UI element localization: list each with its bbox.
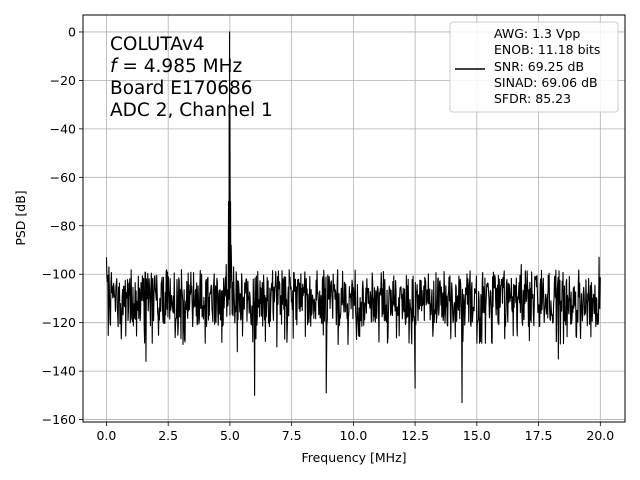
legend-line-awg: AWG: 1.3 Vpp bbox=[494, 26, 580, 41]
x-tick-label: 2.5 bbox=[158, 428, 178, 443]
psd-series-line bbox=[105, 31, 601, 404]
y-tick-label: −140 bbox=[42, 364, 76, 379]
annotation-board: Board E170686 bbox=[110, 78, 253, 99]
legend: AWG: 1.3 Vpp ENOB: 11.18 bits SNR: 69.25… bbox=[449, 21, 619, 113]
x-tick-label: 5.0 bbox=[220, 428, 240, 443]
y-tick-label: −40 bbox=[50, 121, 76, 136]
x-tick-label: 10.0 bbox=[339, 428, 367, 443]
x-tick-label: 20.0 bbox=[586, 428, 614, 443]
annotation-frequency: f = 4.985 MHz bbox=[110, 56, 242, 77]
grid bbox=[83, 15, 625, 422]
plot-frame bbox=[82, 14, 626, 423]
annotation-adc-channel: ADC 2, Channel 1 bbox=[110, 100, 273, 121]
x-tick-label: 7.5 bbox=[282, 428, 302, 443]
x-tick-label: 0.0 bbox=[97, 428, 117, 443]
y-axis-label: PSD [dB] bbox=[13, 190, 28, 245]
annotation-frequency-var: f bbox=[110, 56, 119, 77]
legend-line-sfdr: SFDR: 85.23 bbox=[494, 91, 571, 106]
y-tick-label: −20 bbox=[50, 73, 76, 88]
annotation-chip-name: COLUTAv4 bbox=[110, 34, 205, 55]
y-tick-label: −80 bbox=[50, 218, 76, 233]
legend-line-sinad: SINAD: 69.06 dB bbox=[494, 75, 598, 90]
x-tick-label: 15.0 bbox=[463, 428, 491, 443]
x-tick-label: 12.5 bbox=[401, 428, 429, 443]
x-tick-label: 17.5 bbox=[525, 428, 553, 443]
annotation-block: COLUTAv4 f = 4.985 MHz Board E170686 ADC… bbox=[110, 34, 273, 121]
y-tick-label: −120 bbox=[42, 315, 76, 330]
series-layer bbox=[105, 31, 601, 404]
legend-line-enob: ENOB: 11.18 bits bbox=[494, 42, 600, 57]
y-axis-ticks: 0 −20 −40 −60 −80 −100 −120 −140 −160 bbox=[42, 24, 83, 427]
annotation-frequency-value: = 4.985 MHz bbox=[117, 56, 243, 77]
y-tick-label: 0 bbox=[68, 24, 76, 39]
legend-box bbox=[449, 21, 619, 113]
x-axis-ticks: 0.0 2.5 5.0 7.5 10.0 12.5 15.0 17.5 20.0 bbox=[97, 422, 614, 443]
y-tick-label: −100 bbox=[42, 267, 76, 282]
y-tick-label: −60 bbox=[50, 170, 76, 185]
legend-line-snr: SNR: 69.25 dB bbox=[494, 59, 584, 74]
y-tick-label: −160 bbox=[42, 412, 76, 427]
x-axis-label: Frequency [MHz] bbox=[301, 450, 406, 465]
